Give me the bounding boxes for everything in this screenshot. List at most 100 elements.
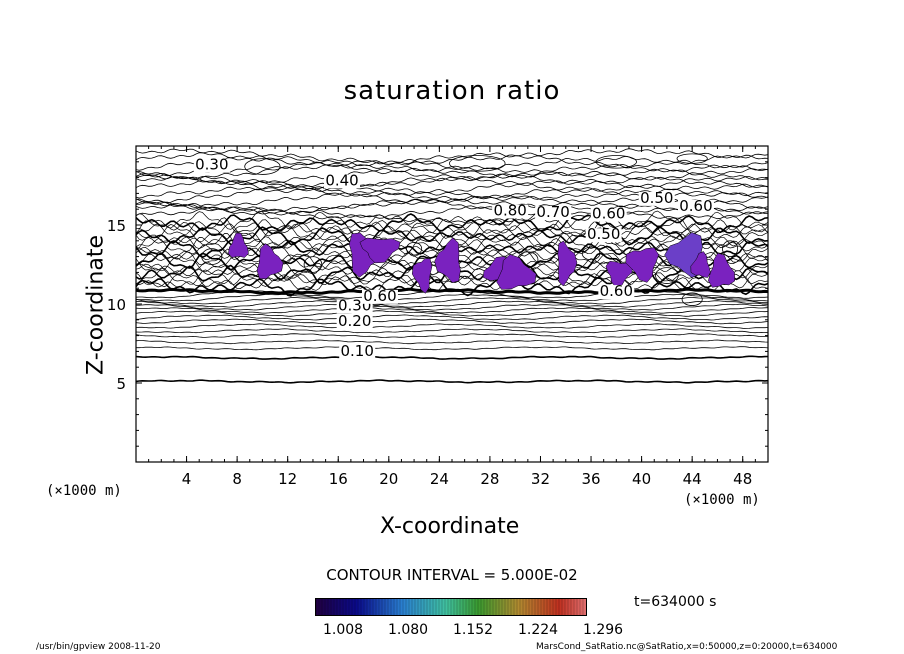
contour-line	[136, 217, 768, 236]
supersaturation-fill	[228, 232, 735, 294]
contour-line	[136, 277, 768, 297]
supersaturated-region	[411, 258, 433, 294]
contour-line	[136, 213, 768, 234]
contour-label: 0.60	[592, 205, 625, 223]
contour-label-bg	[585, 228, 622, 243]
x-tick-label: 8	[232, 470, 242, 488]
contour-line	[136, 339, 768, 345]
contour-label: 0.60	[600, 282, 633, 300]
contour-line	[136, 183, 768, 200]
x-tick-label: 16	[329, 470, 348, 488]
contour-line	[136, 318, 768, 325]
contour-label-bg	[193, 158, 230, 173]
contour-lines	[136, 148, 768, 384]
contour-label-bg	[339, 345, 376, 360]
supersaturated-region	[434, 237, 461, 283]
contour-label: 0.10	[340, 342, 373, 360]
y-tick-label: 10	[107, 296, 126, 314]
contour-label-bg	[336, 315, 373, 330]
closed-contour	[676, 153, 708, 164]
x-tick-label: 28	[480, 470, 499, 488]
supersaturated-region	[625, 247, 659, 283]
colorbar-tick-label: 1.296	[583, 622, 624, 638]
contour-label-bg	[677, 199, 714, 214]
contour-labels: 0.300.400.50 0.600.80 0.70 0.600.500.300.20…	[193, 156, 714, 360]
contour-label: 0.50	[587, 225, 620, 243]
contour-line	[136, 323, 768, 329]
x-tick-label: 48	[733, 470, 752, 488]
chart-title: saturation ratio	[343, 76, 561, 106]
x-tick-label: 32	[531, 470, 550, 488]
time-label: t=634000 s	[634, 594, 717, 610]
contour-label: 0.50	[640, 189, 673, 207]
closed-contour	[244, 158, 281, 175]
contour-line	[136, 163, 768, 181]
contour-label: 0.70	[536, 203, 569, 221]
contour-label-bg	[590, 207, 627, 222]
contour-label-bg	[598, 285, 635, 300]
contour-line	[136, 148, 768, 165]
contour-line	[136, 379, 768, 384]
supersaturated-region	[359, 237, 401, 264]
contour-line	[136, 155, 768, 173]
y-tick-label: 15	[107, 217, 126, 235]
contour-label-bg	[324, 174, 361, 189]
contour-line	[136, 303, 768, 311]
colorbar-tick-label: 1.008	[323, 622, 364, 638]
footer-left: /usr/bin/gpview 2008-11-20	[36, 642, 161, 652]
colorbar-tick-label: 1.224	[518, 622, 559, 638]
x-tick-label: 4	[182, 470, 192, 488]
x-tick-label: 20	[379, 470, 398, 488]
y-axis-unit: (×1000 m)	[46, 483, 122, 499]
contour-line	[136, 167, 768, 184]
contour-interval-label: CONTOUR INTERVAL = 5.000E-02	[326, 566, 578, 584]
x-axis-unit: (×1000 m)	[684, 492, 760, 508]
x-axis-label: X-coordinate	[380, 514, 520, 539]
closed-contour	[201, 248, 223, 265]
contour-line	[136, 203, 768, 220]
x-tick-label: 44	[683, 470, 702, 488]
contour-line	[136, 314, 768, 321]
closed-contour	[303, 256, 323, 273]
closed-contour	[449, 155, 506, 172]
supersaturated-region	[605, 260, 633, 288]
supersaturated-region	[256, 243, 284, 280]
contour-line	[136, 152, 768, 169]
x-tick-label: 24	[430, 470, 449, 488]
contour-line	[136, 180, 768, 197]
contour-label: 0.40	[325, 172, 358, 190]
contour-line	[136, 306, 768, 314]
closed-contour	[655, 267, 679, 284]
contour-line	[136, 333, 768, 338]
contour-line	[136, 223, 768, 243]
y-tick-label: 5	[116, 375, 126, 393]
closed-contour	[595, 155, 637, 169]
colorbar	[315, 598, 587, 616]
contour-label: 0.60	[679, 197, 712, 215]
contour-line	[136, 221, 768, 240]
supersaturated-region	[708, 252, 735, 288]
y-axis-label: Z-coordinate	[83, 235, 109, 375]
contour-label: 0.80	[493, 202, 526, 220]
contour-line	[136, 300, 768, 308]
colorbar-tick-label: 1.080	[388, 622, 429, 638]
supersaturated-region	[690, 251, 711, 278]
contour-line	[136, 293, 768, 302]
contour-label: 0.30	[195, 156, 228, 174]
contour-line	[136, 297, 768, 305]
contour-line	[136, 328, 768, 334]
contour-line	[136, 346, 768, 351]
contour-line	[136, 287, 768, 295]
supersaturated-region	[228, 232, 249, 258]
closed-contour	[581, 246, 601, 261]
contour-line	[136, 355, 768, 360]
contour-label: 0.20	[338, 312, 371, 330]
closed-contour	[681, 292, 703, 306]
supersaturated-region	[496, 254, 537, 290]
contour-label-bg	[492, 204, 529, 219]
x-tick-label: 40	[632, 470, 651, 488]
x-tick-label: 12	[278, 470, 297, 488]
contour-label-bg	[535, 206, 572, 221]
